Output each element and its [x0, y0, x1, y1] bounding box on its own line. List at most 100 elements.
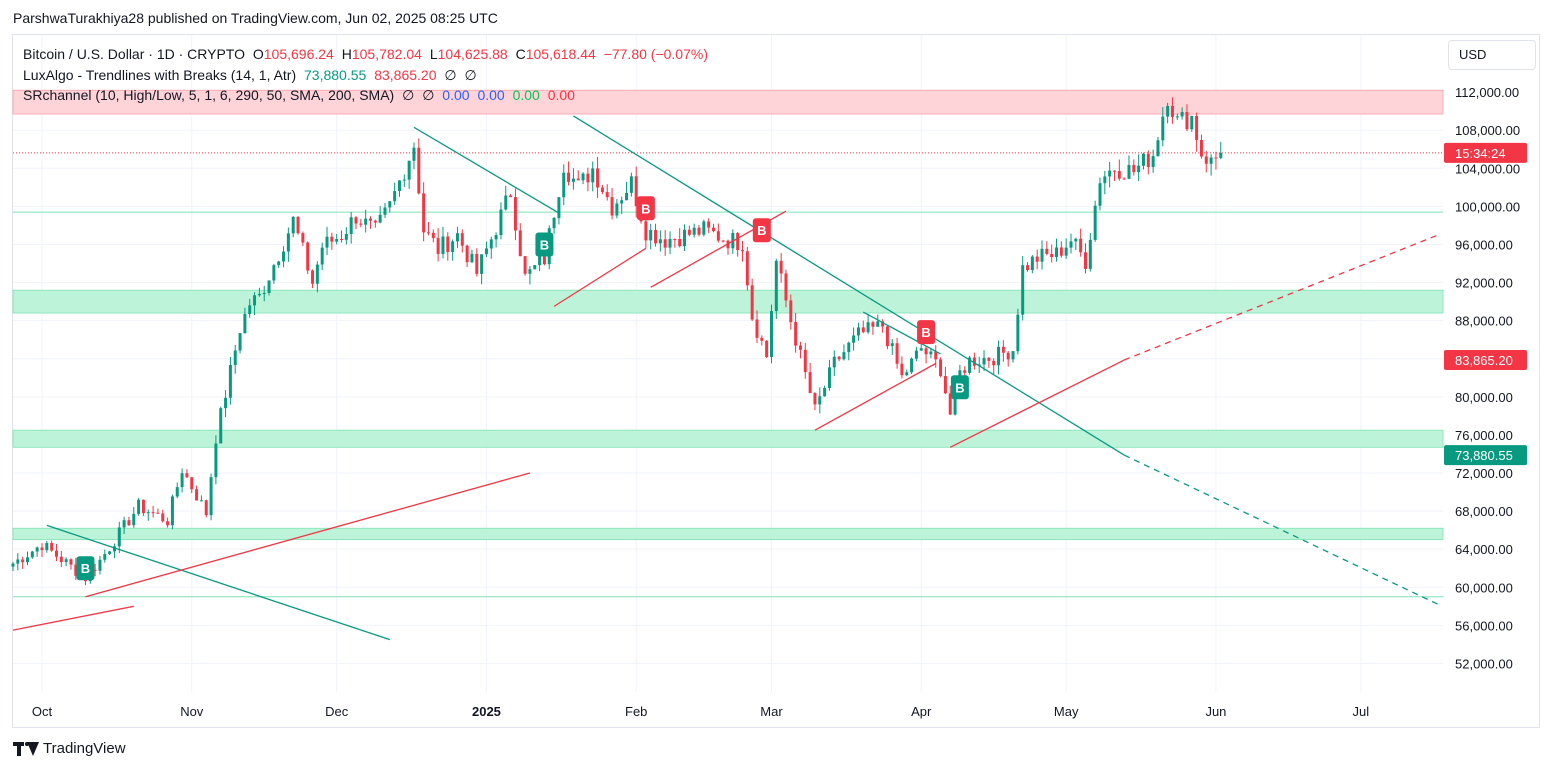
- candle-body: [842, 352, 846, 360]
- candle-body: [610, 197, 614, 216]
- x-tick-label: Oct: [32, 704, 53, 719]
- bullish-break-marker: B: [950, 375, 969, 400]
- axis-price-label: 83,865.20: [1444, 350, 1527, 371]
- y-tick-label: 104,000.00: [1455, 161, 1520, 176]
- candle-body: [919, 348, 923, 351]
- candle-body: [373, 220, 377, 223]
- candle-body: [876, 321, 880, 327]
- candle-body: [359, 223, 363, 225]
- legend-l-label: L: [429, 46, 438, 62]
- candle-body: [1016, 314, 1020, 352]
- candle-body: [968, 357, 972, 373]
- candle-body: [204, 500, 208, 516]
- candle-body: [151, 512, 155, 514]
- candle-body: [11, 563, 15, 567]
- bullish-break-marker: B: [535, 232, 554, 257]
- candle-body: [180, 473, 184, 488]
- trendline: [862, 311, 941, 355]
- candle-body: [141, 499, 145, 514]
- candle-body: [760, 337, 764, 341]
- axis-price-text: 73,880.55: [1455, 448, 1513, 463]
- marker-label: B: [641, 201, 650, 216]
- legend-srchannel-name[interactable]: SRchannel (10, High/Low, 5, 1, 6, 290, 5…: [23, 87, 395, 103]
- candle-body: [716, 231, 720, 241]
- candle-body: [557, 197, 561, 219]
- candle-body: [847, 342, 851, 353]
- y-tick-label: 100,000.00: [1455, 199, 1520, 214]
- candle-body: [1069, 241, 1073, 248]
- candle-body: [620, 200, 624, 204]
- candle-body: [228, 365, 232, 398]
- candle-body: [750, 285, 754, 320]
- candle-body: [1011, 351, 1015, 360]
- candle-body: [98, 559, 102, 571]
- candle-body: [644, 221, 648, 241]
- y-tick-label: 60,000.00: [1455, 580, 1513, 595]
- candle-body: [311, 270, 315, 284]
- candle-body: [460, 233, 464, 246]
- candle-body: [397, 180, 401, 192]
- candle-body: [117, 527, 121, 547]
- candle-body: [924, 348, 928, 355]
- candle-body: [103, 553, 107, 560]
- candle-body: [330, 236, 334, 242]
- candle-body: [431, 232, 435, 239]
- y-tick-label: 108,000.00: [1455, 123, 1520, 138]
- candle-body: [369, 218, 372, 221]
- candle-body: [248, 305, 252, 314]
- candle-body: [35, 547, 39, 552]
- legend-symbol[interactable]: Bitcoin / U.S. Dollar · 1D · CRYPTO: [23, 46, 245, 62]
- legend-open: 105,696.24: [263, 46, 334, 62]
- candle-body: [1059, 247, 1063, 256]
- candle-body: [683, 229, 687, 247]
- candle-body: [678, 239, 682, 247]
- candle-body: [441, 236, 445, 254]
- legend-o-label: O: [252, 46, 264, 62]
- candle-body: [383, 207, 387, 215]
- candle-body: [306, 242, 310, 271]
- candle-body: [562, 172, 566, 198]
- y-tick-label: 80,000.00: [1455, 390, 1513, 405]
- trendline-projection: [1123, 234, 1439, 361]
- candle-body: [59, 556, 63, 563]
- candle-body: [1006, 352, 1010, 360]
- candle-body: [1074, 238, 1078, 242]
- candle-body: [494, 235, 498, 240]
- candle-body: [625, 192, 629, 201]
- candle-body: [1030, 256, 1034, 271]
- legend-sr-na-1: ∅: [402, 87, 415, 103]
- candle-body: [1040, 248, 1044, 262]
- candle-body: [736, 232, 740, 251]
- candle-body: [1170, 105, 1174, 117]
- y-tick-label: 88,000.00: [1455, 314, 1513, 329]
- candle-body: [567, 172, 571, 182]
- currency-button[interactable]: USD: [1448, 40, 1536, 70]
- candle-body: [1108, 170, 1112, 177]
- candle-body: [987, 357, 991, 361]
- candle-body: [484, 248, 488, 255]
- candle-body: [475, 253, 479, 274]
- candle-body: [422, 193, 426, 233]
- legend-change: −77.80 (−0.07%): [603, 46, 708, 62]
- axis-price-label: 73,880.55: [1444, 445, 1527, 466]
- candle-body: [499, 209, 503, 236]
- candle-body: [195, 489, 199, 501]
- candle-body: [504, 195, 508, 210]
- y-tick-label: 92,000.00: [1455, 276, 1513, 291]
- candle-body: [412, 147, 416, 161]
- candle-body: [166, 521, 170, 526]
- legend-luxalgo-name[interactable]: LuxAlgo - Trendlines with Breaks (14, 1,…: [23, 66, 297, 83]
- candle-body: [185, 473, 189, 478]
- legend-sr-value-2: 0.00: [477, 87, 505, 103]
- candle-body: [813, 393, 817, 405]
- candle-body: [943, 376, 947, 394]
- candle-body: [1166, 105, 1170, 117]
- legend-luxalgo-row: LuxAlgo - Trendlines with Breaks (14, 1,…: [23, 65, 708, 86]
- candle-body: [1190, 116, 1194, 130]
- candle-body: [890, 343, 894, 347]
- candle-body: [837, 356, 841, 360]
- candle-body: [451, 241, 455, 253]
- tradingview-logo[interactable]: TradingView: [13, 740, 126, 757]
- legend-sr-value-4: 0.00: [547, 87, 575, 103]
